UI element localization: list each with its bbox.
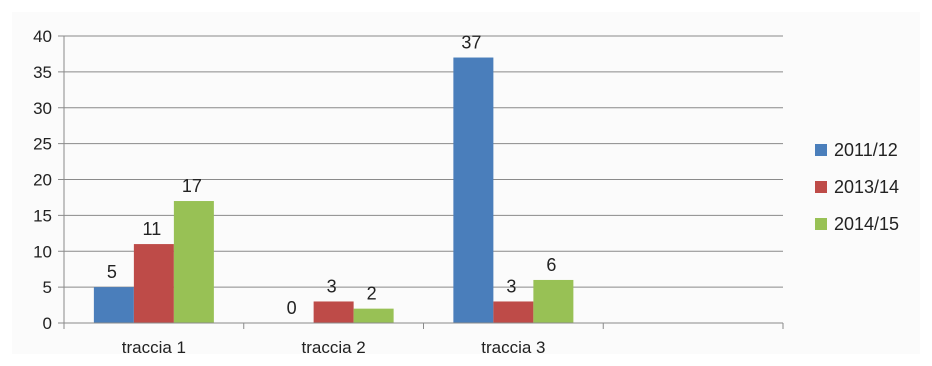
legend-label: 2014/15 [834, 214, 899, 234]
y-tick-label: 35 [33, 63, 52, 82]
x-category-label: traccia 2 [302, 338, 366, 357]
legend-swatch [815, 218, 827, 230]
legend-swatch [815, 144, 827, 156]
x-category-label: traccia 3 [481, 338, 545, 357]
y-tick-label: 25 [33, 135, 52, 154]
bar [133, 244, 174, 323]
data-label: 0 [287, 298, 297, 318]
y-tick-label: 15 [33, 206, 52, 225]
data-label: 11 [143, 219, 162, 239]
data-label: 6 [546, 255, 556, 275]
bar [533, 279, 574, 323]
legend-label: 2011/12 [834, 140, 898, 160]
y-tick-label: 10 [33, 242, 52, 261]
x-category-label: traccia 1 [122, 338, 186, 357]
axes [63, 36, 784, 329]
legend-label: 2013/14 [834, 177, 899, 197]
bar [453, 57, 494, 324]
bar [353, 308, 394, 323]
data-label: 2 [367, 284, 377, 304]
y-tick-label: 0 [43, 314, 52, 333]
data-label: 37 [461, 33, 481, 53]
data-label: 3 [327, 276, 337, 296]
data-label: 3 [506, 276, 516, 296]
bars [93, 57, 574, 324]
x-axis-categories: traccia 1 traccia 2 traccia 3 [122, 338, 546, 357]
y-axis-ticks: 0 5 10 15 20 25 30 35 40 [33, 27, 64, 333]
data-label: 5 [107, 262, 117, 282]
data-labels: 5 11 17 0 3 2 37 3 6 [107, 33, 557, 318]
legend: 2011/12 2013/14 2014/15 [815, 140, 899, 234]
bar [173, 201, 214, 323]
bar [493, 301, 534, 323]
y-tick-label: 30 [33, 99, 52, 118]
bar [93, 287, 134, 323]
y-tick-label: 40 [33, 27, 52, 46]
y-tick-label: 20 [33, 171, 52, 190]
y-tick-label: 5 [43, 278, 52, 297]
data-label: 17 [182, 176, 202, 196]
bar [313, 301, 354, 323]
legend-swatch [815, 181, 827, 193]
